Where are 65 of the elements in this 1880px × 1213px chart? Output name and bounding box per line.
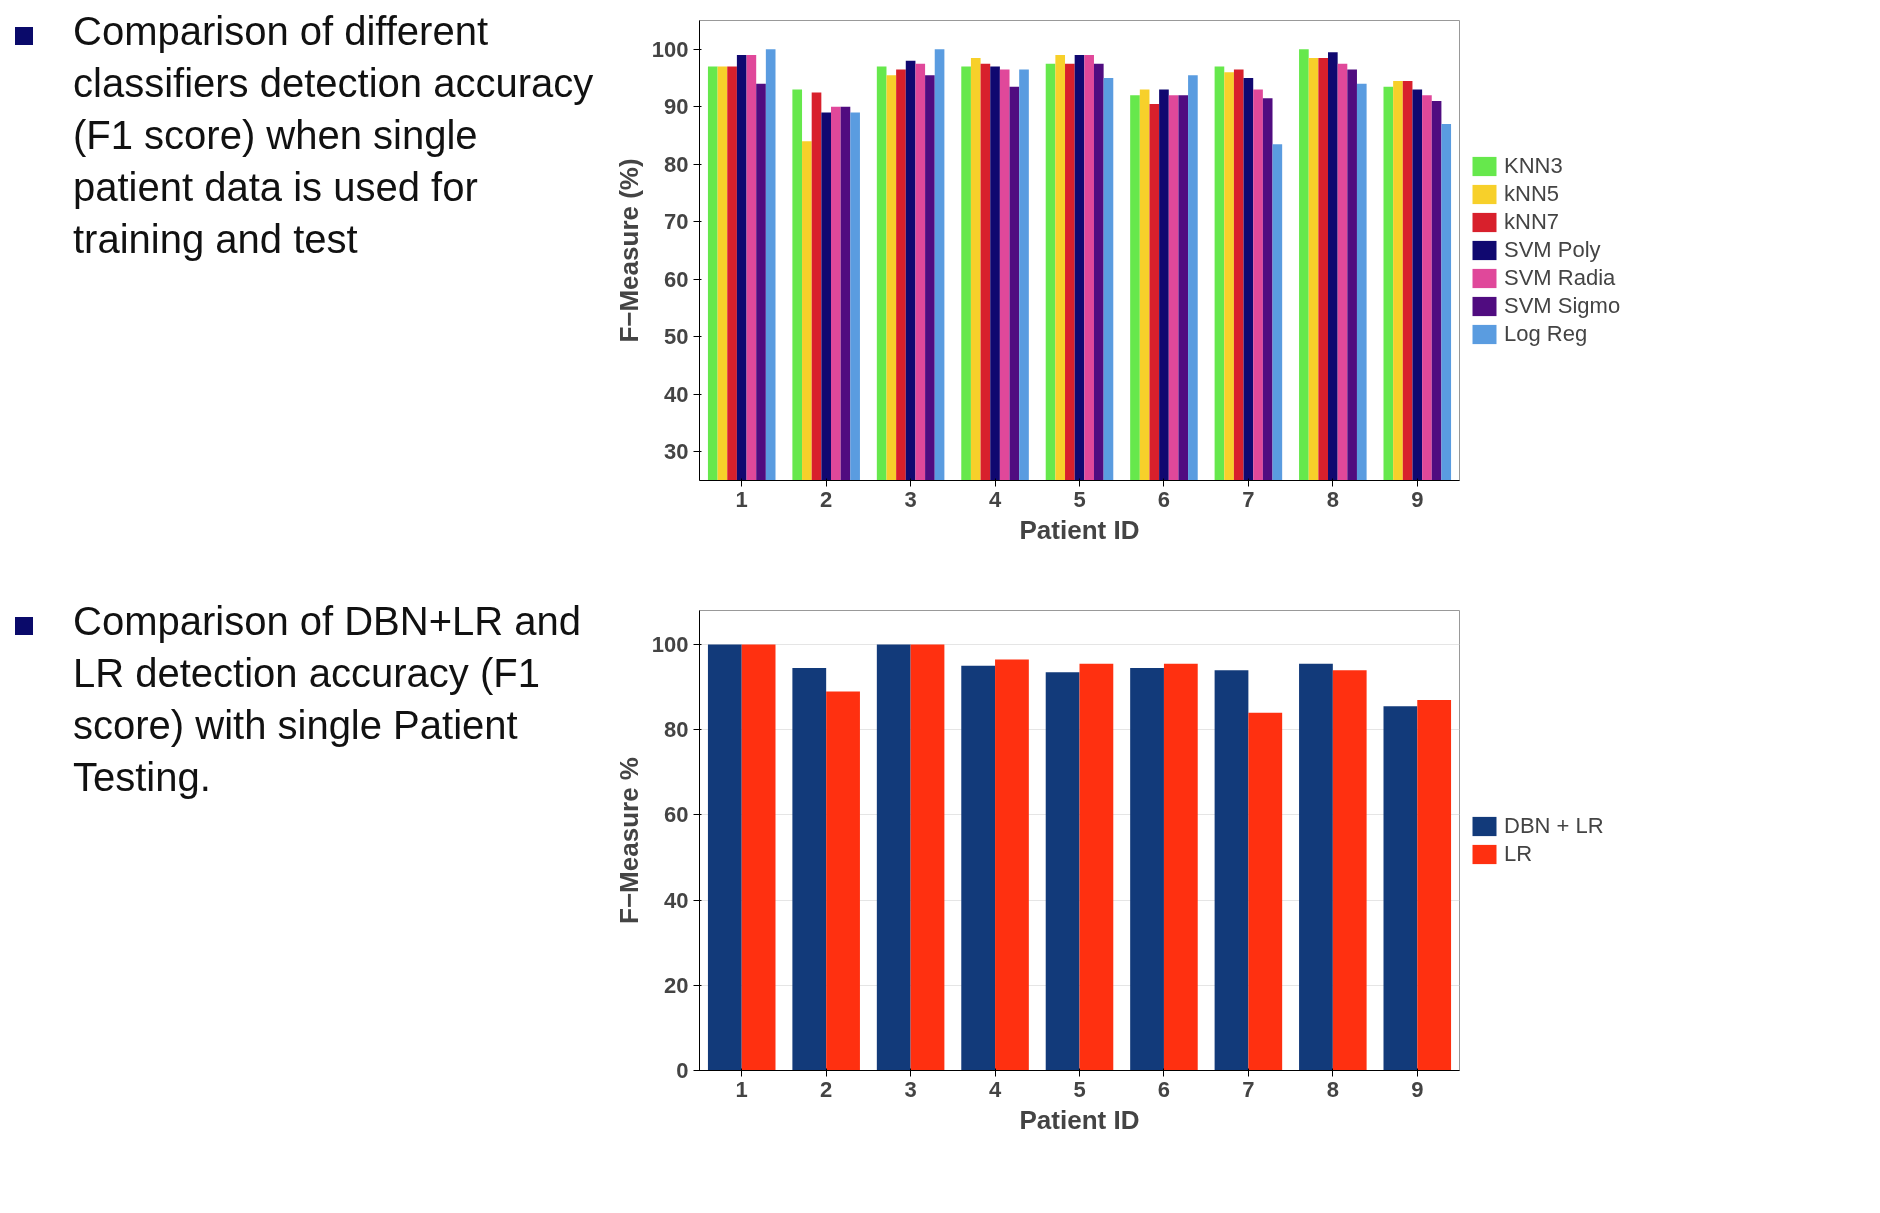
y-tick-label: 70: [664, 209, 689, 235]
legend-label: Log Reg: [1504, 321, 1588, 347]
y-tick-label: 50: [664, 324, 689, 350]
x-tick-label: 5: [1073, 486, 1086, 512]
bar: [1417, 699, 1452, 1071]
bar: [1214, 670, 1249, 1071]
legend-label: DBN + LR: [1504, 813, 1604, 839]
y-tick-label: 40: [664, 887, 689, 913]
text: Comparison of different classifiers detection accuracy (F1 score) when single patient data is used for training and test: [73, 8, 595, 263]
y-tick-label: 60: [664, 802, 689, 828]
legend-label: KNN3: [1504, 153, 1563, 179]
y-tick-label: 80: [664, 151, 689, 177]
y-tick-label: 30: [664, 439, 689, 465]
x-tick-label: 3: [904, 486, 917, 512]
bar: [1163, 663, 1198, 1071]
x-tick-label: 9: [1411, 1076, 1424, 1102]
x-tick-label: 4: [988, 486, 1002, 512]
bar: [707, 644, 742, 1071]
bar: [961, 665, 996, 1071]
x-tick-label: 9: [1411, 486, 1424, 512]
y-tick-label: 60: [664, 266, 689, 292]
bar: [1045, 672, 1080, 1071]
bar: [1299, 663, 1333, 1071]
bar: [741, 644, 776, 1071]
legend-label: kNN5: [1504, 181, 1560, 207]
bar: [792, 668, 827, 1071]
legend-label: SVM Poly: [1504, 237, 1601, 263]
x-tick-label: 8: [1326, 486, 1339, 512]
x-tick-label: 7: [1242, 486, 1255, 512]
x-tick-label: 1: [735, 486, 748, 512]
y-tick-label: 100: [651, 36, 689, 62]
legend-label: SVM Sigmo: [1504, 293, 1621, 319]
y-tick-label: 100: [651, 632, 689, 658]
x-tick-label: 1: [735, 1076, 748, 1102]
x-axis-title: Patient ID: [1019, 1104, 1140, 1135]
y-tick-label: 80: [664, 717, 689, 743]
x-tick-label: 2: [820, 486, 833, 512]
x-tick-label: 4: [988, 1076, 1002, 1102]
y-axis-title: F−Measure %: [613, 757, 644, 924]
bar: [1079, 663, 1114, 1071]
legend-label: LR: [1504, 841, 1533, 867]
bar: [1383, 706, 1418, 1071]
x-tick-label: 6: [1157, 1076, 1171, 1102]
bar: [1248, 712, 1283, 1071]
y-tick-label: 40: [664, 381, 689, 407]
bar: [876, 644, 911, 1071]
bar: [826, 691, 860, 1071]
bar: [1130, 668, 1164, 1071]
x-axis-title: Patient ID: [1019, 514, 1140, 545]
x-tick-label: 5: [1073, 1076, 1086, 1102]
y-tick-label: 0: [676, 1058, 689, 1083]
y-tick-label: 90: [664, 94, 689, 120]
y-axis-title: F−Measure (%): [613, 158, 644, 343]
bar: [910, 644, 945, 1071]
x-tick-label: 2: [820, 1076, 833, 1102]
text: Comparison of DBN+LR and LR detection accuracy (F1 score) with single Patient Testing.: [73, 598, 583, 801]
x-tick-label: 3: [904, 1076, 917, 1102]
x-tick-label: 6: [1157, 486, 1171, 512]
bar: [1332, 670, 1367, 1071]
bar: [995, 659, 1029, 1071]
x-tick-label: 7: [1242, 1076, 1255, 1102]
x-tick-label: 8: [1326, 1076, 1339, 1102]
y-tick-label: 20: [664, 972, 689, 998]
legend-label: SVM Radia: [1504, 265, 1616, 291]
legend-label: kNN7: [1504, 209, 1560, 235]
